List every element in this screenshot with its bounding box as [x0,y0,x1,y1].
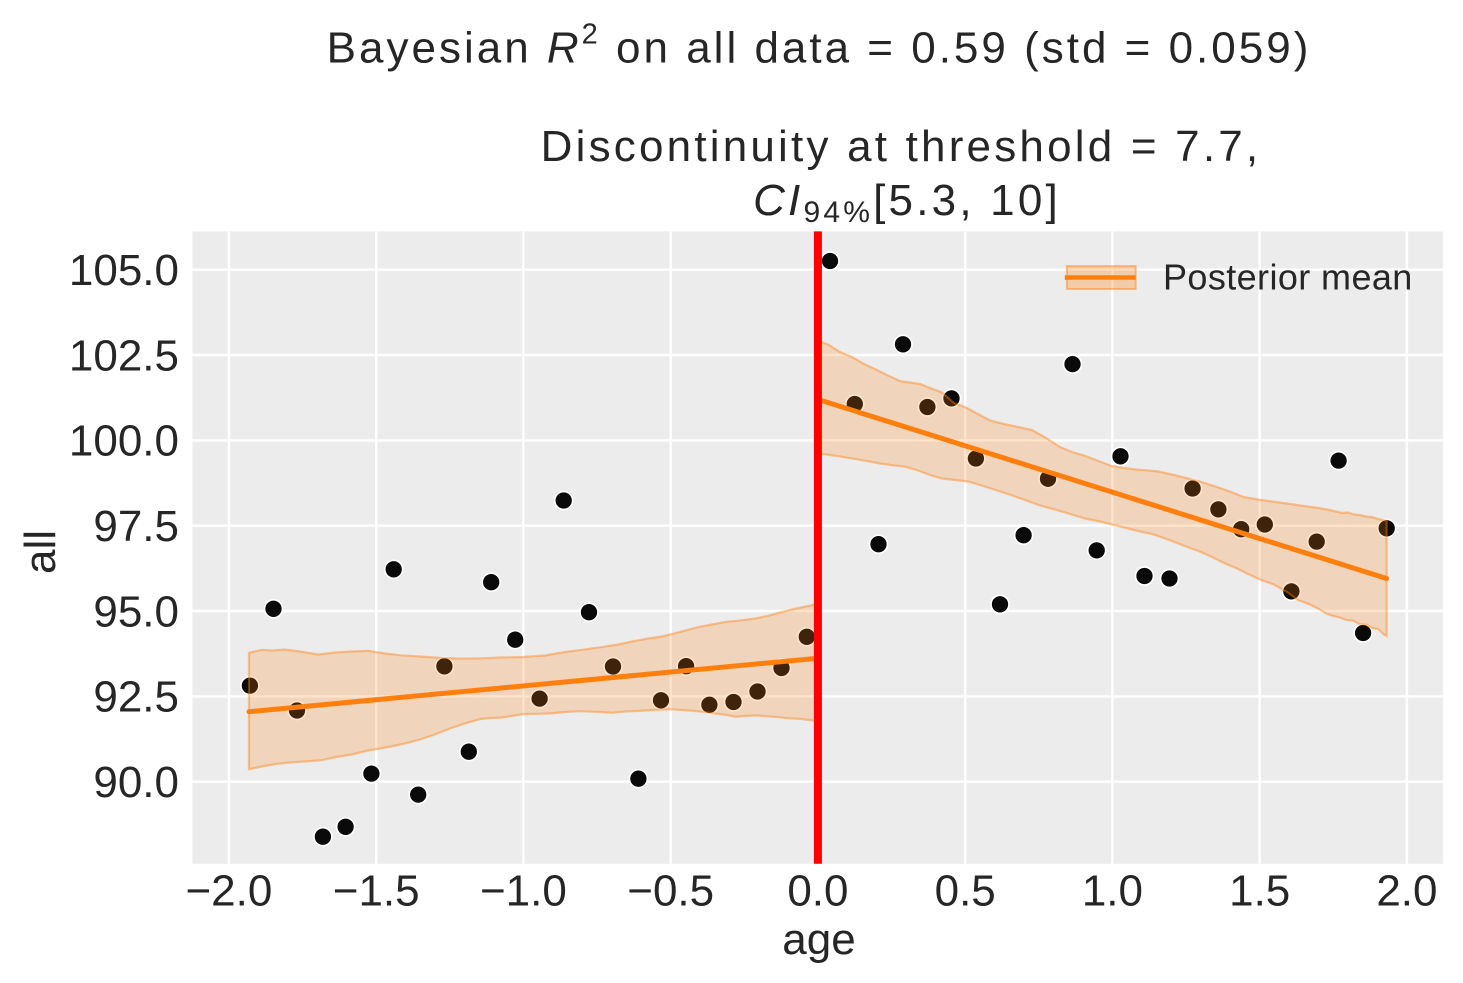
svg-text:102.5: 102.5 [69,331,179,380]
svg-text:−0.5: −0.5 [627,866,714,915]
svg-text:2.0: 2.0 [1376,866,1437,915]
svg-text:−1.5: −1.5 [333,866,420,915]
svg-text:all: all [16,530,65,574]
svg-text:0.5: 0.5 [935,866,996,915]
svg-text:100.0: 100.0 [69,417,179,466]
svg-text:95.0: 95.0 [93,587,179,636]
svg-text:−2.0: −2.0 [185,866,272,915]
svg-text:0.0: 0.0 [787,866,848,915]
svg-text:105.0: 105.0 [69,246,179,295]
svg-text:CI94%[5.3, 10]: CI94%[5.3, 10] [753,176,1061,229]
svg-text:1.0: 1.0 [1082,866,1143,915]
svg-text:1.5: 1.5 [1229,866,1290,915]
svg-text:Bayesian R2 on all data = 0.59: Bayesian R2 on all data = 0.59 (std = 0.… [327,18,1312,72]
svg-text:97.5: 97.5 [93,502,179,551]
svg-text:age: age [782,915,855,964]
svg-text:−1.0: −1.0 [480,866,567,915]
svg-text:Discontinuity at threshold = 7: Discontinuity at threshold = 7.7, [541,122,1262,171]
svg-text:Posterior mean: Posterior mean [1163,257,1413,298]
svg-text:92.5: 92.5 [93,673,179,722]
svg-text:90.0: 90.0 [93,758,179,807]
